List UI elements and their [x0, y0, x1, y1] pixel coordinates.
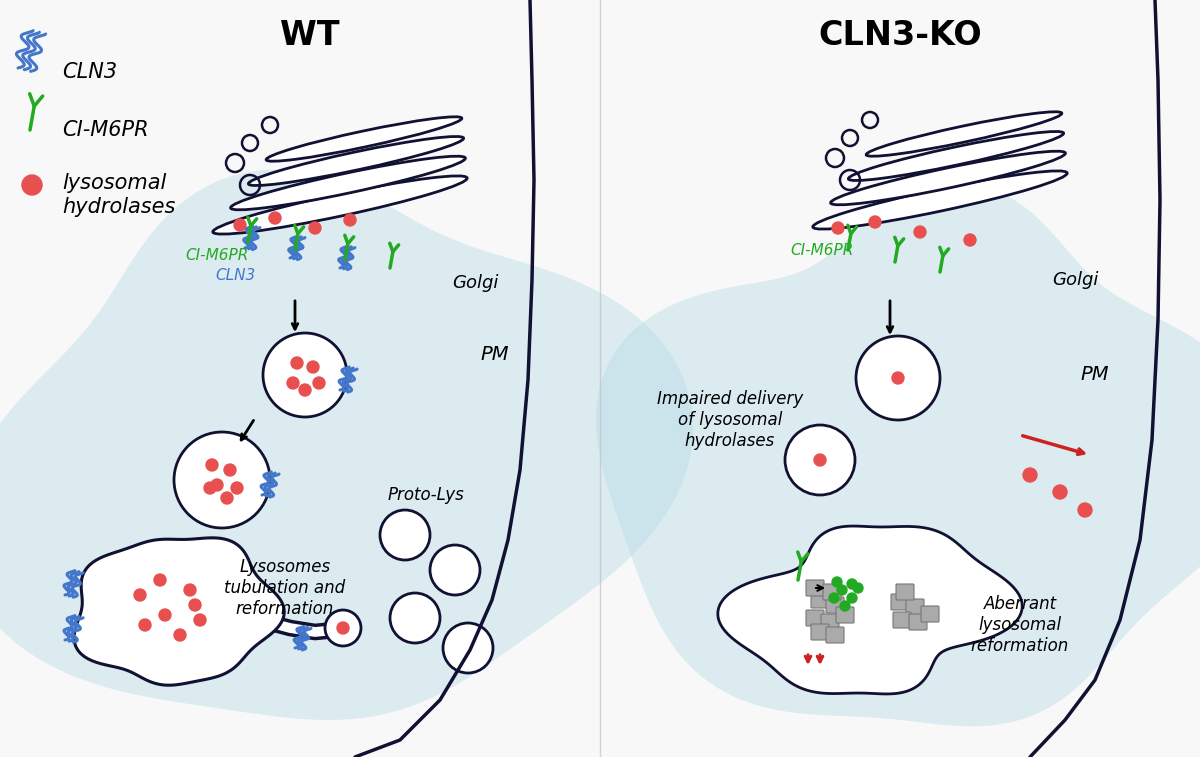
Circle shape — [344, 214, 356, 226]
Circle shape — [814, 454, 826, 466]
Ellipse shape — [266, 117, 462, 161]
Circle shape — [869, 216, 881, 228]
Circle shape — [337, 622, 349, 634]
Ellipse shape — [248, 136, 463, 185]
Text: Proto-Lys: Proto-Lys — [388, 486, 464, 504]
FancyBboxPatch shape — [922, 606, 940, 622]
Ellipse shape — [848, 132, 1063, 180]
Ellipse shape — [230, 156, 466, 210]
Text: Impaired delivery
of lysosomal
hydrolases: Impaired delivery of lysosomal hydrolase… — [656, 390, 803, 450]
Ellipse shape — [212, 176, 467, 234]
Text: Aberrant
lysosomal
reformation: Aberrant lysosomal reformation — [971, 595, 1069, 655]
Circle shape — [307, 361, 319, 373]
Text: CLN3: CLN3 — [62, 62, 118, 82]
FancyBboxPatch shape — [823, 584, 841, 600]
FancyBboxPatch shape — [821, 614, 839, 630]
Text: CI-M6PR: CI-M6PR — [62, 120, 149, 140]
Polygon shape — [596, 183, 1200, 726]
FancyBboxPatch shape — [826, 597, 844, 613]
Circle shape — [390, 593, 440, 643]
Text: Golgi: Golgi — [1052, 271, 1098, 289]
Circle shape — [430, 545, 480, 595]
Circle shape — [847, 579, 857, 589]
Text: PM: PM — [1081, 365, 1109, 384]
Circle shape — [190, 599, 202, 611]
Text: CLN3: CLN3 — [215, 268, 256, 283]
Circle shape — [154, 574, 166, 586]
Circle shape — [263, 333, 347, 417]
Circle shape — [829, 593, 839, 603]
Text: Lysosomes
tubulation and
reformation: Lysosomes tubulation and reformation — [224, 558, 346, 618]
FancyBboxPatch shape — [906, 599, 924, 615]
FancyBboxPatch shape — [893, 612, 911, 628]
Circle shape — [206, 459, 218, 471]
Circle shape — [443, 623, 493, 673]
Circle shape — [299, 384, 311, 396]
Circle shape — [832, 222, 844, 234]
Circle shape — [204, 482, 216, 494]
Circle shape — [840, 601, 850, 611]
Circle shape — [224, 464, 236, 476]
Circle shape — [174, 432, 270, 528]
Circle shape — [964, 234, 976, 246]
Circle shape — [139, 619, 151, 631]
Text: WT: WT — [281, 19, 340, 52]
Circle shape — [892, 372, 904, 384]
FancyBboxPatch shape — [896, 584, 914, 600]
FancyBboxPatch shape — [826, 627, 844, 643]
Polygon shape — [74, 537, 284, 685]
Circle shape — [221, 492, 233, 504]
Circle shape — [838, 585, 847, 595]
Text: CI-M6PR: CI-M6PR — [185, 248, 248, 263]
Circle shape — [325, 610, 361, 646]
Circle shape — [1078, 503, 1092, 517]
FancyBboxPatch shape — [806, 610, 824, 626]
Text: Golgi: Golgi — [452, 274, 498, 292]
Circle shape — [853, 583, 863, 593]
FancyBboxPatch shape — [811, 592, 829, 608]
Circle shape — [1022, 468, 1037, 482]
Circle shape — [211, 479, 223, 491]
Circle shape — [174, 629, 186, 641]
Circle shape — [313, 377, 325, 389]
Circle shape — [134, 589, 146, 601]
Circle shape — [785, 425, 854, 495]
Text: PM: PM — [481, 345, 509, 364]
Text: lysosomal: lysosomal — [62, 173, 167, 193]
Ellipse shape — [830, 151, 1066, 205]
Polygon shape — [718, 526, 1022, 694]
Ellipse shape — [812, 171, 1067, 229]
Circle shape — [194, 614, 206, 626]
Text: hydrolases: hydrolases — [62, 197, 175, 217]
Circle shape — [380, 510, 430, 560]
Circle shape — [269, 212, 281, 224]
Circle shape — [234, 219, 246, 231]
Circle shape — [230, 482, 242, 494]
Circle shape — [184, 584, 196, 596]
Circle shape — [832, 577, 842, 587]
Circle shape — [292, 357, 302, 369]
Circle shape — [914, 226, 926, 238]
Circle shape — [22, 175, 42, 195]
Circle shape — [158, 609, 172, 621]
Circle shape — [1054, 485, 1067, 499]
Circle shape — [310, 222, 322, 234]
Circle shape — [856, 336, 940, 420]
FancyBboxPatch shape — [890, 594, 910, 610]
FancyBboxPatch shape — [806, 580, 824, 596]
FancyBboxPatch shape — [910, 614, 928, 630]
Polygon shape — [0, 170, 694, 720]
Text: CLN3-KO: CLN3-KO — [818, 19, 982, 52]
Circle shape — [287, 377, 299, 389]
FancyBboxPatch shape — [836, 607, 854, 623]
Circle shape — [847, 593, 857, 603]
Text: CI-M6PR: CI-M6PR — [790, 243, 853, 258]
Ellipse shape — [866, 112, 1062, 156]
FancyBboxPatch shape — [811, 624, 829, 640]
